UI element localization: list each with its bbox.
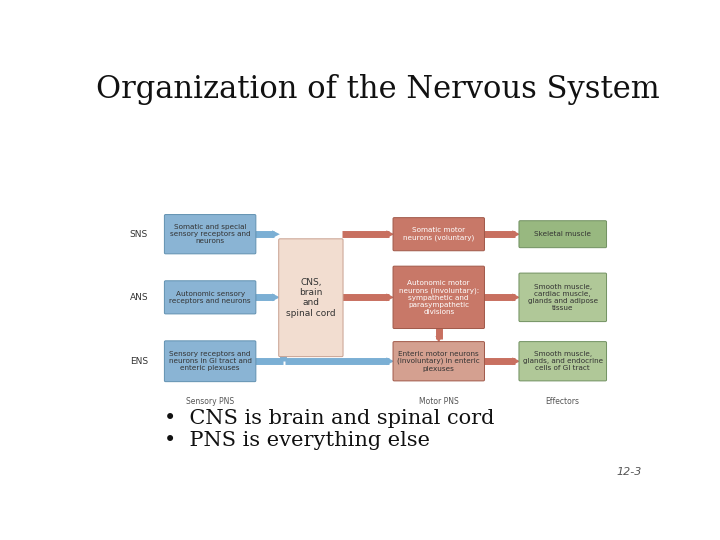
- FancyBboxPatch shape: [519, 273, 606, 322]
- Text: SNS: SNS: [130, 230, 148, 239]
- Text: •  PNS is everything else: • PNS is everything else: [163, 430, 430, 449]
- Text: Skeletal muscle: Skeletal muscle: [534, 231, 591, 237]
- FancyBboxPatch shape: [279, 239, 343, 356]
- Text: •  CNS is brain and spinal cord: • CNS is brain and spinal cord: [163, 409, 494, 428]
- Text: Somatic and special
sensory receptors and
neurons: Somatic and special sensory receptors an…: [170, 224, 251, 244]
- Text: 12-3: 12-3: [616, 467, 642, 477]
- Text: Smooth muscle,
cardiac muscle,
glands and adipose
tissue: Smooth muscle, cardiac muscle, glands an…: [528, 284, 598, 311]
- Text: ENS: ENS: [130, 357, 148, 366]
- Text: CNS,
brain
and
spinal cord: CNS, brain and spinal cord: [286, 278, 336, 318]
- FancyBboxPatch shape: [393, 266, 485, 328]
- Text: Sensory PNS: Sensory PNS: [186, 397, 234, 407]
- FancyBboxPatch shape: [519, 221, 606, 248]
- FancyBboxPatch shape: [519, 342, 606, 381]
- Text: Organization of the Nervous System: Organization of the Nervous System: [96, 74, 660, 105]
- FancyBboxPatch shape: [393, 218, 485, 251]
- Text: Smooth muscle,
glands, and endocrine
cells of GI tract: Smooth muscle, glands, and endocrine cel…: [523, 351, 603, 372]
- Text: ANS: ANS: [130, 293, 148, 302]
- Text: Somatic motor
neurons (voluntary): Somatic motor neurons (voluntary): [403, 227, 474, 241]
- Text: Enteric motor neurons
(involuntary) in enteric
plexuses: Enteric motor neurons (involuntary) in e…: [397, 351, 480, 372]
- FancyBboxPatch shape: [164, 214, 256, 254]
- Text: Sensory receptors and
neurons in GI tract and
enteric plexuses: Sensory receptors and neurons in GI trac…: [168, 351, 251, 372]
- FancyBboxPatch shape: [164, 341, 256, 382]
- FancyBboxPatch shape: [393, 342, 485, 381]
- Text: Effectors: Effectors: [546, 397, 580, 407]
- FancyBboxPatch shape: [164, 281, 256, 314]
- Text: Autonomic motor
neurons (involuntary):
sympathetic and
parasympathetic
divisions: Autonomic motor neurons (involuntary): s…: [399, 280, 479, 315]
- Text: Motor PNS: Motor PNS: [419, 397, 459, 407]
- Text: Autonomic sensory
receptors and neurons: Autonomic sensory receptors and neurons: [169, 291, 251, 304]
